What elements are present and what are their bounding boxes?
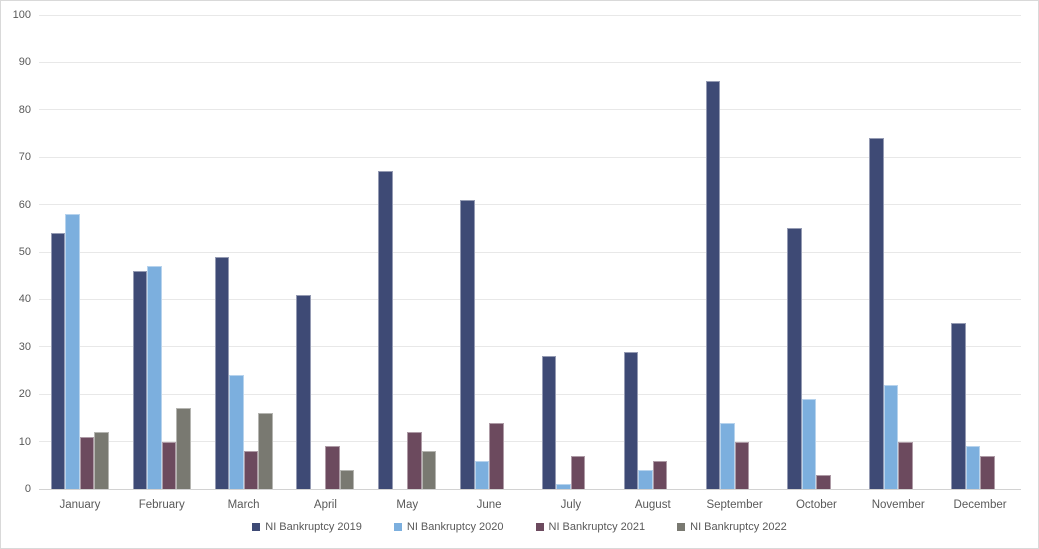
legend-item-ni-bankruptcy-2019: NI Bankruptcy 2019 — [252, 521, 362, 533]
x-tick-label: April — [313, 499, 337, 511]
legend-swatch — [393, 523, 402, 531]
gridline — [39, 156, 1021, 158]
bar-ni-bankruptcy-2019-february — [132, 270, 148, 489]
bar-ni-bankruptcy-2020-march — [229, 375, 244, 489]
bar-ni-bankruptcy-2019-august — [623, 351, 639, 489]
bar-ni-bankruptcy-2021-july — [570, 455, 586, 489]
legend-swatch — [677, 523, 686, 531]
gridline — [39, 61, 1021, 63]
y-tick-label: 20 — [18, 388, 31, 401]
bar-ni-bankruptcy-2022-january — [94, 432, 109, 489]
legend-label: NI Bankruptcy 2019 — [265, 521, 362, 533]
bar-ni-bankruptcy-2021-august — [652, 460, 668, 489]
gridline — [39, 441, 1021, 443]
x-tick-label: January — [59, 499, 101, 511]
gridline — [39, 204, 1021, 206]
x-tick-label: July — [560, 499, 582, 511]
bar-ni-bankruptcy-2020-september — [720, 422, 735, 489]
bar-ni-bankruptcy-2019-june — [460, 199, 475, 489]
legend-label: NI Bankruptcy 2022 — [690, 521, 787, 533]
x-tick-label: August — [634, 499, 671, 511]
bar-ni-bankruptcy-2019-july — [541, 356, 557, 489]
gridline — [39, 14, 1021, 16]
bar-ni-bankruptcy-2019-march — [214, 256, 230, 489]
y-tick-label: 30 — [18, 340, 31, 353]
bar-ni-bankruptcy-2021-september — [734, 441, 750, 489]
gridline — [39, 346, 1021, 348]
legend-label: NI Bankruptcy 2021 — [548, 521, 646, 533]
bar-ni-bankruptcy-2022-may — [421, 451, 437, 489]
legend-item-ni-bankruptcy-2021: NI Bankruptcy 2021 — [535, 521, 646, 533]
gridline — [39, 393, 1021, 395]
x-tick-label: October — [795, 499, 837, 511]
bar-ni-bankruptcy-2021-june — [489, 422, 504, 489]
chart-legend: NI Bankruptcy 2019 NI Bankruptcy 2020 NI B… — [1, 521, 1038, 533]
bar-ni-bankruptcy-2021-november — [898, 441, 913, 489]
bar-ni-bankruptcy-2020-august — [638, 470, 653, 489]
y-tick-label: 0 — [24, 483, 31, 495]
y-tick-label: 40 — [18, 293, 31, 306]
x-tick-label: March — [227, 499, 260, 511]
legend-item-ni-bankruptcy-2020: NI Bankruptcy 2020 — [393, 521, 504, 533]
bar-ni-bankruptcy-2019-october — [787, 228, 802, 489]
x-tick-label: February — [138, 499, 185, 511]
legend-item-ni-bankruptcy-2022: NI Bankruptcy 2022 — [677, 521, 787, 533]
bar-ni-bankruptcy-2019-january — [50, 233, 66, 489]
bar-ni-bankruptcy-2021-february — [161, 441, 177, 489]
x-axis-line — [39, 488, 1021, 490]
y-tick-label: 100 — [12, 9, 31, 21]
x-tick-label: September — [706, 499, 763, 511]
bar-ni-bankruptcy-2021-march — [243, 451, 259, 489]
legend-swatch — [252, 523, 261, 531]
bar-ni-bankruptcy-2022-february — [176, 408, 191, 489]
bar-ni-bankruptcy-2021-october — [816, 474, 831, 489]
y-tick-label: 60 — [18, 198, 31, 211]
bar-ni-bankruptcy-2020-june — [474, 460, 490, 489]
bar-ni-bankruptcy-2022-march — [258, 413, 273, 489]
y-tick-label: 10 — [18, 435, 31, 448]
bar-ni-bankruptcy-2020-december — [965, 446, 981, 489]
x-tick-label: June — [476, 499, 502, 511]
y-tick-label: 80 — [18, 103, 31, 116]
bar-ni-bankruptcy-2020-january — [65, 214, 80, 489]
bar-ni-bankruptcy-2020-november — [883, 384, 899, 489]
legend-swatch — [535, 523, 544, 531]
bar-ni-bankruptcy-2019-november — [869, 138, 884, 489]
y-tick-label: 90 — [18, 56, 31, 69]
bar-ni-bankruptcy-2019-september — [705, 81, 721, 489]
bar-ni-bankruptcy-2019-may — [378, 171, 393, 489]
bar-ni-bankruptcy-2020-july — [556, 484, 571, 489]
bar-ni-bankruptcy-2019-april — [296, 294, 311, 489]
bar-ni-bankruptcy-2022-april — [339, 470, 355, 489]
bar-ni-bankruptcy-2019-december — [951, 323, 966, 489]
bar-ni-bankruptcy-2021-january — [79, 436, 95, 489]
bar-ni-bankruptcy-2020-february — [147, 266, 162, 489]
gridline — [39, 109, 1021, 111]
legend-label: NI Bankruptcy 2020 — [406, 521, 504, 533]
x-tick-label: May — [396, 499, 419, 511]
x-tick-label: November — [871, 499, 925, 511]
bar-ni-bankruptcy-2020-october — [801, 398, 817, 489]
bar-ni-bankruptcy-2021-april — [325, 446, 340, 489]
gridline — [39, 298, 1021, 300]
gridline — [39, 251, 1021, 253]
bar-ni-bankruptcy-2021-december — [980, 455, 995, 489]
y-tick-label: 70 — [18, 151, 31, 164]
bar-ni-bankruptcy-2021-may — [407, 432, 422, 489]
y-tick-label: 50 — [18, 246, 31, 258]
x-tick-label: December — [953, 499, 1007, 511]
